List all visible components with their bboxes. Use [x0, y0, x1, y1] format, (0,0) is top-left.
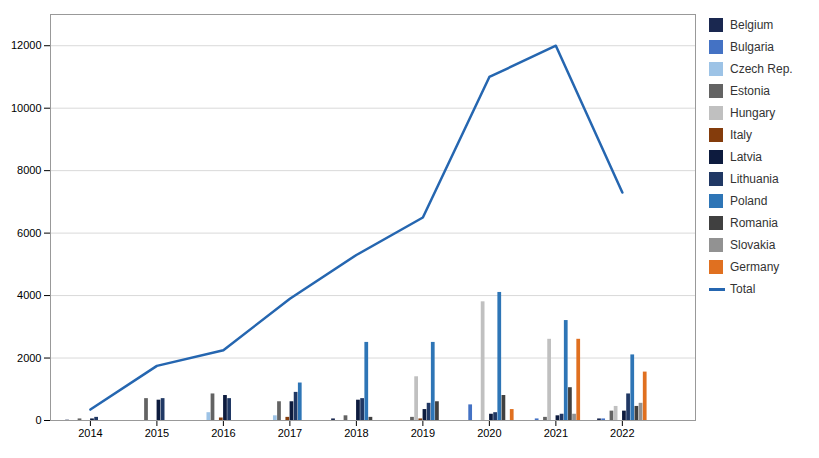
svg-text:8000: 8000	[17, 164, 41, 176]
html-text:Lithuania: Lithuania	[730, 172, 779, 186]
svg-text:2017: 2017	[278, 427, 302, 439]
svg-text:2015: 2015	[145, 427, 169, 439]
svg-text:2016: 2016	[211, 427, 235, 439]
svg-text:2022: 2022	[610, 427, 634, 439]
svg-text:2014: 2014	[78, 427, 102, 439]
svg-text:0: 0	[35, 414, 41, 426]
html-text:Bulgaria: Bulgaria	[730, 40, 774, 54]
html-text:Hungary: Hungary	[730, 106, 776, 120]
svg-text:2020: 2020	[477, 427, 501, 439]
svg-text:2021: 2021	[544, 427, 568, 439]
svg-text:12000: 12000	[11, 39, 42, 51]
svg-text:2019: 2019	[411, 427, 435, 439]
html-text:Romania: Romania	[730, 216, 778, 230]
html-text:Germany: Germany	[730, 260, 780, 274]
html-text:Poland: Poland	[730, 194, 768, 208]
svg-text:4000: 4000	[17, 289, 41, 301]
html-text:Czech Rep.: Czech Rep.	[730, 62, 793, 76]
svg-text:10000: 10000	[11, 102, 42, 114]
svg-text:2000: 2000	[17, 352, 41, 364]
svg-text:6000: 6000	[17, 227, 41, 239]
html-text:Total: Total	[730, 282, 756, 296]
html-text:Estonia: Estonia	[730, 84, 770, 98]
svg-text:2018: 2018	[344, 427, 368, 439]
html-text:Belgium: Belgium	[730, 18, 774, 32]
html-text:Latvia: Latvia	[730, 150, 762, 164]
html-text:Slovakia: Slovakia	[730, 238, 776, 252]
html-text:Italy: Italy	[730, 128, 752, 142]
